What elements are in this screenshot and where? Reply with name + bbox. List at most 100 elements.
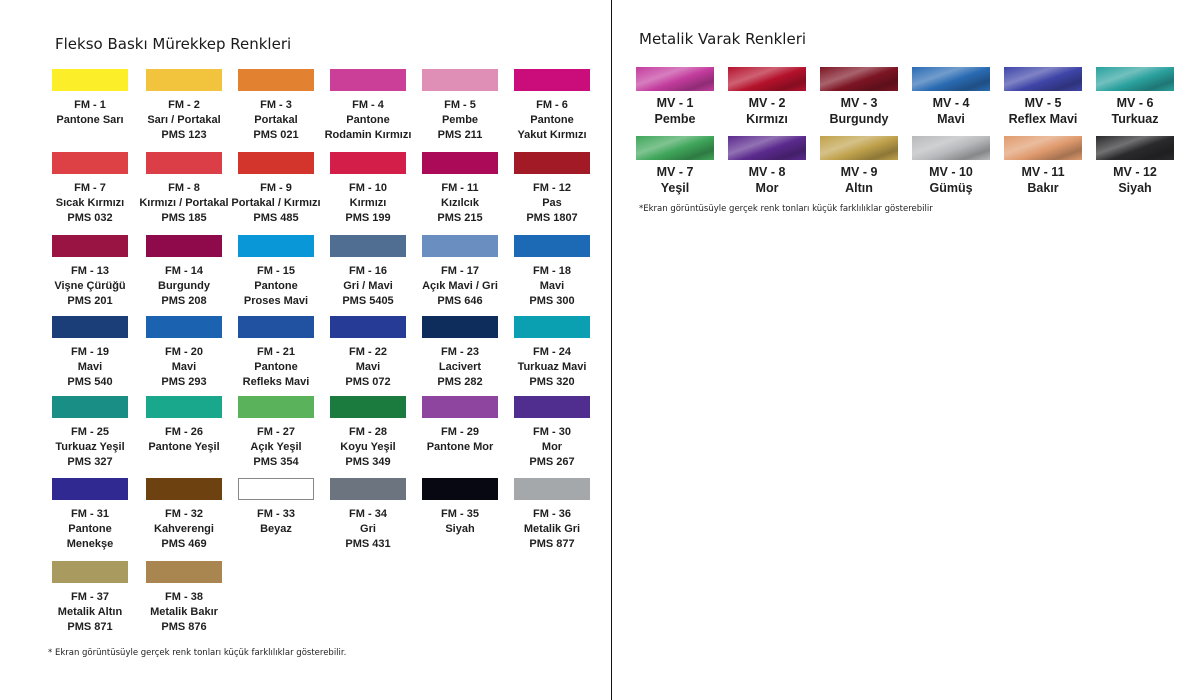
color-chip[interactable] <box>912 136 990 160</box>
flexo-swatch[interactable]: FM - 30 Mor PMS 267 <box>514 396 590 468</box>
flexo-swatch[interactable]: FM - 6 Pantone Yakut Kırmızı <box>514 69 590 141</box>
flexo-swatch[interactable]: FM - 24 Turkuaz Mavi PMS 320 <box>514 316 590 388</box>
flexo-swatch[interactable]: FM - 4 Pantone Rodamin Kırmızı <box>325 69 411 141</box>
color-chip[interactable] <box>146 235 222 257</box>
color-chip[interactable] <box>728 136 806 160</box>
color-chip[interactable] <box>146 561 222 583</box>
color-chip[interactable] <box>422 316 498 338</box>
color-chip[interactable] <box>514 69 590 91</box>
flexo-swatch[interactable]: FM - 20 Mavi PMS 293 <box>146 316 222 388</box>
flexo-swatch[interactable]: FM - 37 Metalik Altın PMS 871 <box>52 561 128 633</box>
flexo-swatch[interactable]: FM - 25 Turkuaz Yeşil PMS 327 <box>52 396 128 468</box>
flexo-swatch[interactable]: FM - 28 Koyu Yeşil PMS 349 <box>330 396 406 468</box>
foil-swatch[interactable]: MV - 4 Mavi <box>912 67 990 126</box>
flexo-swatch[interactable]: FM - 35 Siyah <box>422 478 498 535</box>
color-chip[interactable] <box>238 235 314 257</box>
flexo-swatch[interactable]: FM - 19 Mavi PMS 540 <box>52 316 128 388</box>
flexo-swatch[interactable]: FM - 12 Pas PMS 1807 <box>514 152 590 224</box>
flexo-swatch[interactable]: FM - 27 Açık Yeşil PMS 354 <box>238 396 314 468</box>
color-chip[interactable] <box>238 316 314 338</box>
color-chip[interactable] <box>146 478 222 500</box>
color-chip[interactable] <box>238 396 314 418</box>
foil-swatch[interactable]: MV - 9 Altın <box>820 136 898 195</box>
color-chip[interactable] <box>1096 136 1174 160</box>
color-chip[interactable] <box>820 136 898 160</box>
color-chip[interactable] <box>1004 67 1082 91</box>
flexo-swatch[interactable]: FM - 15 Pantone Proses Mavi <box>238 235 314 307</box>
color-chip[interactable] <box>52 316 128 338</box>
color-chip[interactable] <box>636 136 714 160</box>
color-chip[interactable] <box>330 69 406 91</box>
color-chip[interactable] <box>146 316 222 338</box>
foil-swatch[interactable]: MV - 10 Gümüş <box>912 136 990 195</box>
flexo-swatch[interactable]: FM - 7 Sıcak Kırmızı PMS 032 <box>52 152 128 224</box>
color-chip[interactable] <box>422 152 498 174</box>
color-chip[interactable] <box>330 235 406 257</box>
flexo-swatch[interactable]: FM - 13 Vişne Çürüğü PMS 201 <box>52 235 128 307</box>
color-chip[interactable] <box>514 478 590 500</box>
color-chip[interactable] <box>1004 136 1082 160</box>
flexo-swatch[interactable]: FM - 2 Sarı / Portakal PMS 123 <box>146 69 222 141</box>
flexo-swatch[interactable]: FM - 5 Pembe PMS 211 <box>422 69 498 141</box>
flexo-swatch[interactable]: FM - 3 Portakal PMS 021 <box>238 69 314 141</box>
flexo-swatch[interactable]: FM - 18 Mavi PMS 300 <box>514 235 590 307</box>
color-chip[interactable] <box>1096 67 1174 91</box>
color-chip[interactable] <box>52 396 128 418</box>
color-chip[interactable] <box>330 152 406 174</box>
color-chip[interactable] <box>330 396 406 418</box>
flexo-swatch[interactable]: FM - 22 Mavi PMS 072 <box>330 316 406 388</box>
flexo-swatch[interactable]: FM - 26 Pantone Yeşil <box>146 396 222 453</box>
color-chip[interactable] <box>422 478 498 500</box>
color-chip[interactable] <box>636 67 714 91</box>
flexo-swatch[interactable]: FM - 23 Lacivert PMS 282 <box>422 316 498 388</box>
color-chip[interactable] <box>422 235 498 257</box>
color-chip[interactable] <box>52 69 128 91</box>
color-chip[interactable] <box>238 478 314 500</box>
flexo-swatch[interactable]: FM - 33 Beyaz <box>238 478 314 535</box>
foil-swatch[interactable]: MV - 11 Bakır <box>1004 136 1082 195</box>
flexo-swatch[interactable]: FM - 36 Metalik Gri PMS 877 <box>514 478 590 550</box>
color-chip[interactable] <box>146 69 222 91</box>
color-chip[interactable] <box>52 235 128 257</box>
color-chip[interactable] <box>52 152 128 174</box>
foil-swatch[interactable]: MV - 8 Mor <box>728 136 806 195</box>
flexo-swatch[interactable]: FM - 1 Pantone Sarı <box>52 69 128 126</box>
flexo-swatch[interactable]: FM - 29 Pantone Mor <box>422 396 498 453</box>
color-chip[interactable] <box>912 67 990 91</box>
color-chip[interactable] <box>728 67 806 91</box>
color-chip[interactable] <box>820 67 898 91</box>
flexo-swatch[interactable]: FM - 31 Pantone Menekşe <box>52 478 128 550</box>
color-chip[interactable] <box>146 396 222 418</box>
color-chip[interactable] <box>146 152 222 174</box>
color-chip[interactable] <box>238 69 314 91</box>
foil-swatch[interactable]: MV - 6 Turkuaz <box>1096 67 1174 126</box>
flexo-swatch[interactable]: FM - 32 Kahverengi PMS 469 <box>146 478 222 550</box>
flexo-swatch[interactable]: FM - 11 Kızılcık PMS 215 <box>422 152 498 224</box>
flexo-swatch[interactable]: FM - 9 Portakal / Kırmızı PMS 485 <box>231 152 321 224</box>
flexo-swatch[interactable]: FM - 14 Burgundy PMS 208 <box>146 235 222 307</box>
foil-swatch[interactable]: MV - 12 Siyah <box>1096 136 1174 195</box>
foil-swatch[interactable]: MV - 5 Reflex Mavi <box>1004 67 1082 126</box>
flexo-swatch[interactable]: FM - 34 Gri PMS 431 <box>330 478 406 550</box>
flexo-swatch[interactable]: FM - 38 Metalik Bakır PMS 876 <box>146 561 222 633</box>
color-chip[interactable] <box>514 396 590 418</box>
flexo-swatch[interactable]: FM - 10 Kırmızı PMS 199 <box>330 152 406 224</box>
color-chip[interactable] <box>52 478 128 500</box>
flexo-swatch[interactable]: FM - 21 Pantone Refleks Mavi <box>238 316 314 388</box>
flexo-swatch[interactable]: FM - 16 Gri / Mavi PMS 5405 <box>330 235 406 307</box>
flexo-swatch[interactable]: FM - 8 Kırmızı / Portakal PMS 185 <box>139 152 229 224</box>
color-chip[interactable] <box>514 316 590 338</box>
foil-swatch[interactable]: MV - 1 Pembe <box>636 67 714 126</box>
color-chip[interactable] <box>330 478 406 500</box>
color-chip[interactable] <box>238 152 314 174</box>
foil-swatch[interactable]: MV - 7 Yeşil <box>636 136 714 195</box>
color-chip[interactable] <box>52 561 128 583</box>
foil-swatch[interactable]: MV - 2 Kırmızı <box>728 67 806 126</box>
color-chip[interactable] <box>514 152 590 174</box>
color-chip[interactable] <box>330 316 406 338</box>
color-chip[interactable] <box>514 235 590 257</box>
flexo-swatch[interactable]: FM - 17 Açık Mavi / Gri PMS 646 <box>422 235 498 307</box>
color-chip[interactable] <box>422 69 498 91</box>
foil-swatch[interactable]: MV - 3 Burgundy <box>820 67 898 126</box>
color-chip[interactable] <box>422 396 498 418</box>
